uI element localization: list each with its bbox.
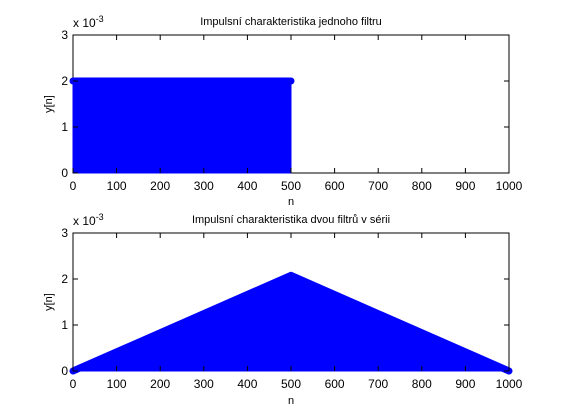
x-tick-label-top: 900: [455, 179, 475, 193]
y-exponent-base-bottom: x 10: [73, 214, 96, 228]
y-exponent-bottom: x 10-3: [73, 212, 104, 228]
stem-markers-bottom: [69, 271, 513, 375]
x-tick-label-bottom: 500: [281, 377, 301, 391]
x-tick-label-bottom: 300: [194, 377, 214, 391]
x-tick-label-bottom: 600: [325, 377, 345, 391]
ticks-bottom: 0 100 200 300 400 500 600 700 800 900 1000 0 1 2 3: [61, 226, 522, 391]
x-tick-label-bottom: 100: [107, 377, 127, 391]
y-tick-label-bottom: 2: [61, 272, 68, 286]
x-tick-label-bottom: 1000: [496, 377, 523, 391]
x-tick-label-top: 700: [368, 179, 388, 193]
x-tick-label-top: 0: [70, 179, 77, 193]
chart-title-bottom: Impulsní charakteristika dvou filtrů v s…: [192, 214, 390, 226]
subplot-bottom: 0 100 200 300 400 500 600 700 800 900 1000 0 1 2 3 Imp…: [43, 212, 523, 407]
x-axis-label-bottom: n: [288, 395, 294, 407]
x-tick-label-top: 1000: [496, 179, 523, 193]
x-tick-label-top: 300: [194, 179, 214, 193]
y-tick-label-top: 2: [61, 74, 68, 88]
y-tick-label-top: 1: [61, 120, 68, 134]
x-tick-label-top: 100: [107, 179, 127, 193]
stem-series-top: [69, 77, 295, 174]
y-axis-label-top: y[n]: [43, 95, 55, 113]
y-exponent-top: x 10-3: [73, 14, 104, 30]
y-exponent-power-bottom: -3: [96, 212, 104, 222]
x-tick-label-bottom: 700: [368, 377, 388, 391]
x-tick-label-top: 600: [325, 179, 345, 193]
x-tick-label-bottom: 900: [455, 377, 475, 391]
x-tick-label-bottom: 200: [150, 377, 170, 391]
x-axis-label-top: n: [288, 196, 294, 208]
y-exponent-base-top: x 10: [73, 16, 96, 30]
y-exponent-power-top: -3: [96, 14, 104, 24]
y-tick-label-bottom: 0: [61, 364, 68, 378]
x-tick-label-bottom: 800: [412, 377, 432, 391]
ticks-top: 0 100 200 300 400 500 600 700 800 900 1000 0 1 2 3: [61, 28, 522, 193]
y-axis-label-bottom: y[n]: [43, 293, 55, 311]
x-tick-label-top: 200: [150, 179, 170, 193]
stem-envelope-top: [72, 80, 292, 174]
y-tick-label-top: 0: [61, 166, 68, 180]
x-tick-label-bottom: 400: [237, 377, 257, 391]
y-tick-label-bottom: 3: [61, 226, 68, 240]
y-tick-label-bottom: 1: [61, 318, 68, 332]
x-tick-label-top: 800: [412, 179, 432, 193]
y-tick-label-top: 3: [61, 28, 68, 42]
subplot-top: 0 100 200 300 400 500 600 700 800 900 1000 0 1 2 3 Imp…: [43, 14, 523, 208]
x-tick-label-bottom: 0: [70, 377, 77, 391]
x-tick-label-top: 500: [281, 179, 301, 193]
x-tick-label-top: 400: [237, 179, 257, 193]
chart-title-top: Impulsní charakteristika jednoho filtru: [200, 16, 382, 28]
